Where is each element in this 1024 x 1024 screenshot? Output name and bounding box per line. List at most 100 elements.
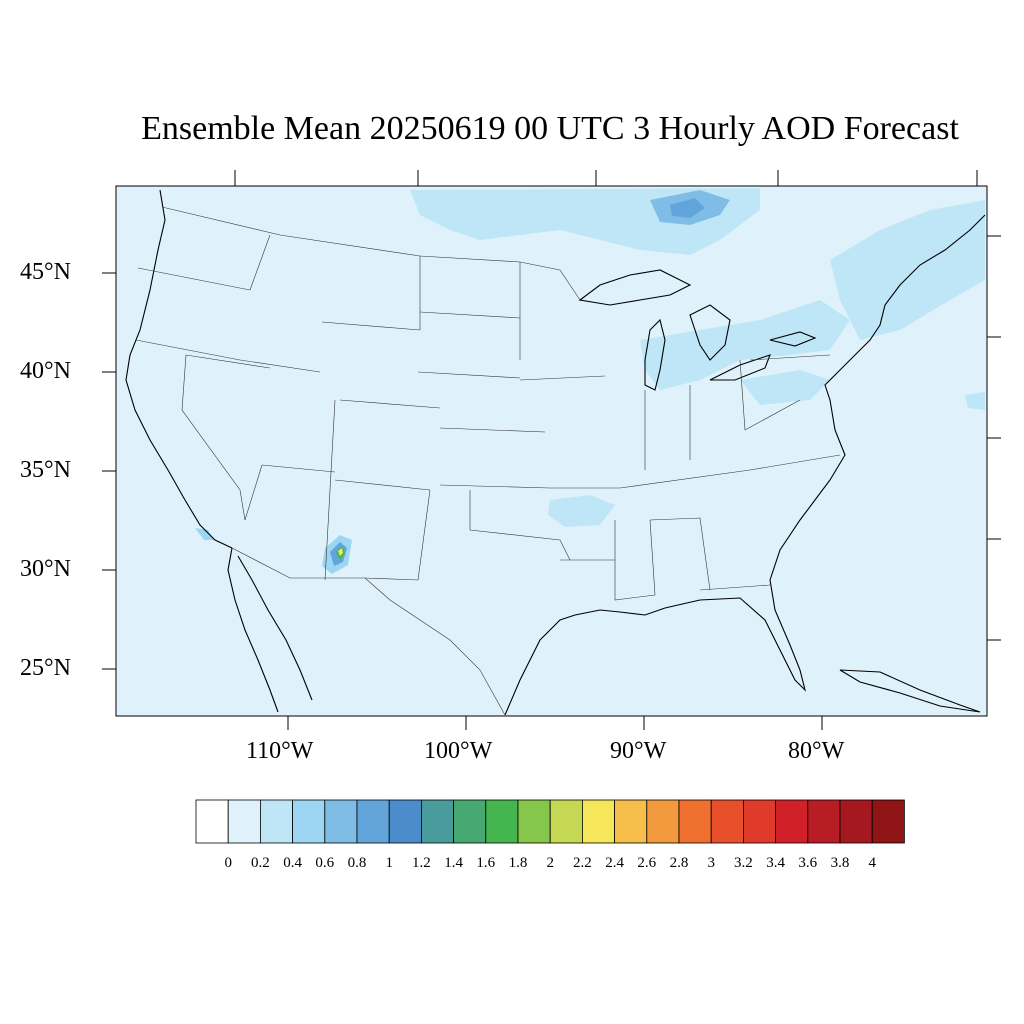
lat-label-35n: 35°N <box>20 457 71 483</box>
border-ks-ok <box>439 484 551 489</box>
colorbar-label: 1.8 <box>508 855 528 871</box>
colorbar-label: 0.2 <box>251 855 270 871</box>
colorbar-swatch <box>195 799 229 844</box>
border-al-ga <box>649 517 711 591</box>
colorbar-swatch <box>292 799 326 844</box>
coastlines <box>125 189 986 716</box>
colorbar-swatch <box>839 799 873 844</box>
lake-huron <box>689 304 731 361</box>
border-id-wy <box>239 359 321 373</box>
colorbar-swatch <box>646 799 680 844</box>
cuba <box>839 669 981 713</box>
colorbar-label: 1.6 <box>476 855 496 871</box>
border-nd-sd <box>419 311 521 319</box>
border-az-nm <box>324 399 336 581</box>
colorbar-label: 3.8 <box>830 855 850 871</box>
colorbar-swatch <box>420 799 454 844</box>
border-co-nm <box>334 479 431 491</box>
border-co-ut <box>339 399 441 409</box>
border-ga-fl <box>699 584 771 591</box>
aod-plume-east-coast <box>965 392 985 410</box>
colorbar-swatch <box>324 799 358 844</box>
colorbar-label: 4 <box>868 855 876 871</box>
aod-plume-arkansas <box>548 495 615 527</box>
colorbar-swatch <box>356 799 390 844</box>
colorbar-label: 3.6 <box>798 855 818 871</box>
colorbar-label: 2.6 <box>637 855 657 871</box>
map-ticks <box>102 170 1001 730</box>
aod-plume-ohio <box>740 370 830 405</box>
colorbar-label: 0.6 <box>315 855 335 871</box>
colorbar-swatch <box>259 799 293 844</box>
colorbar-label: 1.4 <box>444 855 463 871</box>
colorbar-label: 0 <box>224 855 232 871</box>
aod-plume-nm-peak <box>338 548 343 556</box>
colorbar-swatch <box>775 799 809 844</box>
gulf-of-california <box>237 555 313 701</box>
border-nc-va <box>749 454 841 471</box>
aod-plumes <box>195 188 985 574</box>
aod-plume-northeast <box>830 200 985 340</box>
aod-plume-great-lakes <box>640 300 850 390</box>
border-ne-ks <box>439 427 546 433</box>
colorbar-swatch <box>517 799 551 844</box>
state-borders <box>135 206 841 716</box>
colorbar-swatch <box>807 799 841 844</box>
lat-label-25n: 25°N <box>20 655 71 681</box>
colorbar-swatch <box>388 799 422 844</box>
aod-plume-baja <box>195 528 214 540</box>
lon-label-90w: 90°W <box>610 738 667 764</box>
border-us-mexico <box>231 547 506 716</box>
colorbar-swatch <box>710 799 744 844</box>
colorbar-swatch <box>743 799 777 844</box>
lake-michigan <box>644 318 666 391</box>
border-tn-ky <box>619 469 751 489</box>
colorbar-swatch <box>485 799 519 844</box>
us-canada-border <box>161 206 581 301</box>
aod-plume-canada-core2 <box>670 198 705 218</box>
colorbar <box>195 799 905 844</box>
border-id-mt <box>249 234 271 291</box>
colorbar-swatch <box>582 799 616 844</box>
border-nm-tx <box>364 489 431 581</box>
lat-label-30n: 30°N <box>20 556 71 582</box>
lat-label-40n: 40°N <box>20 358 71 384</box>
border-or-ca <box>135 339 241 361</box>
colorbar-label: 1.2 <box>412 855 431 871</box>
border-ms-al <box>614 519 656 601</box>
atlantic-coastline <box>769 214 986 581</box>
border-wv-va <box>744 399 801 431</box>
lake-ontario <box>769 331 817 347</box>
colorbar-label: 3 <box>707 855 715 871</box>
colorbar-label: 2.2 <box>573 855 592 871</box>
colorbar-label: 3.2 <box>734 855 753 871</box>
pacific-coastline <box>125 189 233 549</box>
colorbar-label: 2.4 <box>605 855 624 871</box>
page-title: Ensemble Mean 20250619 00 UTC 3 Hourly A… <box>141 110 959 147</box>
border-ut-az <box>261 464 336 473</box>
colorbar-swatch <box>549 799 583 844</box>
border-wa-or <box>137 267 251 291</box>
colorbar-label: 2.8 <box>669 855 689 871</box>
baja-coast <box>227 547 279 713</box>
colorbar-swatch <box>227 799 261 844</box>
colorbar-label: 3.4 <box>766 855 785 871</box>
colorbar-label: 0.4 <box>283 855 302 871</box>
lake-erie <box>709 354 771 381</box>
border-oh-pa <box>739 359 746 431</box>
border-sd-ne <box>417 371 521 379</box>
colorbar-label: 2 <box>546 855 554 871</box>
border-nv-ut <box>185 354 271 369</box>
border-ok-tx <box>469 490 571 561</box>
border-mt-wy <box>321 321 421 331</box>
colorbar-swatch <box>871 799 905 844</box>
colorbar-swatch <box>678 799 712 844</box>
border-ca-az <box>244 464 263 521</box>
border-ca-nv <box>181 354 246 521</box>
colorbar-label: 1 <box>385 855 393 871</box>
lon-label-80w: 80°W <box>788 738 845 764</box>
colorbar-swatch <box>453 799 487 844</box>
lon-label-100w: 100°W <box>424 738 493 764</box>
lake-superior <box>578 269 692 306</box>
